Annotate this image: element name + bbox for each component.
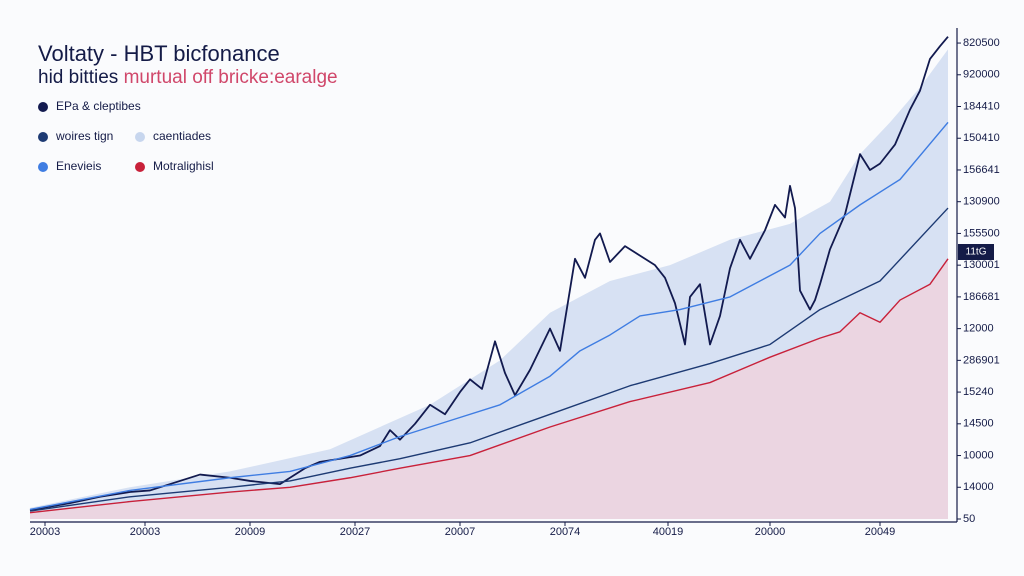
y-tick-label: 12000 — [963, 323, 994, 335]
legend-label: woires tign — [55, 129, 113, 143]
legend-label: Motralighisl — [153, 159, 214, 173]
y-tick-label: 820500 — [963, 37, 1000, 49]
x-tick-label: 20000 — [755, 526, 786, 538]
area — [30, 258, 948, 519]
legend-swatch — [38, 132, 48, 142]
x-tick-label: 20009 — [235, 526, 266, 538]
x-tick-label: 40019 — [653, 526, 684, 538]
y-tick-label: 186681 — [963, 291, 1000, 303]
y-tick-label: 130001 — [963, 259, 1000, 271]
y-tick-label: 14500 — [963, 418, 994, 430]
y-tick-label: 130900 — [963, 196, 1000, 208]
x-tick-label: 20049 — [865, 526, 896, 538]
legend-swatch — [135, 132, 145, 142]
annotation-box — [958, 244, 994, 260]
line — [29, 207, 949, 512]
legend-swatch — [135, 162, 145, 172]
line — [29, 121, 949, 511]
y-tick-label: 15240 — [963, 386, 994, 398]
chart-title: Voltaty ‑ HBT bicfonance — [38, 41, 280, 66]
y-tick-label: 50 — [963, 513, 975, 525]
annotation: 11tG — [966, 247, 987, 258]
x-tick-label: 20003 — [30, 526, 61, 538]
legend-swatch — [38, 102, 48, 112]
x-tick-label: 20074 — [550, 526, 581, 538]
plot-area — [29, 36, 949, 520]
chart-subtitle: hid bitties murtual off bricke:earalge — [38, 67, 338, 88]
y-tick-label: 156641 — [963, 164, 1000, 176]
x-tick-label: 20007 — [445, 526, 476, 538]
legend-label: caentiades — [153, 129, 211, 143]
y-tick-label: 14000 — [963, 481, 994, 493]
y-tick-label: 920000 — [963, 69, 1000, 81]
x-tick-label: 20003 — [130, 526, 161, 538]
y-tick-label: 286901 — [963, 354, 1000, 366]
legend-swatch — [38, 162, 48, 172]
x-tick-label: 20027 — [340, 526, 371, 538]
legend-label: EPa & cleptibes — [56, 99, 141, 113]
y-tick-label: 150410 — [963, 132, 1000, 144]
subtitle-part: murtual off bricke:earalge — [124, 67, 338, 88]
legend-label: Enevieis — [56, 159, 101, 173]
line — [29, 258, 949, 514]
y-tick-label: 184410 — [963, 100, 1000, 112]
y-tick-label: 155500 — [963, 227, 1000, 239]
y-tick-label: 10000 — [963, 449, 994, 461]
subtitle-part: hid bitties — [38, 67, 118, 88]
